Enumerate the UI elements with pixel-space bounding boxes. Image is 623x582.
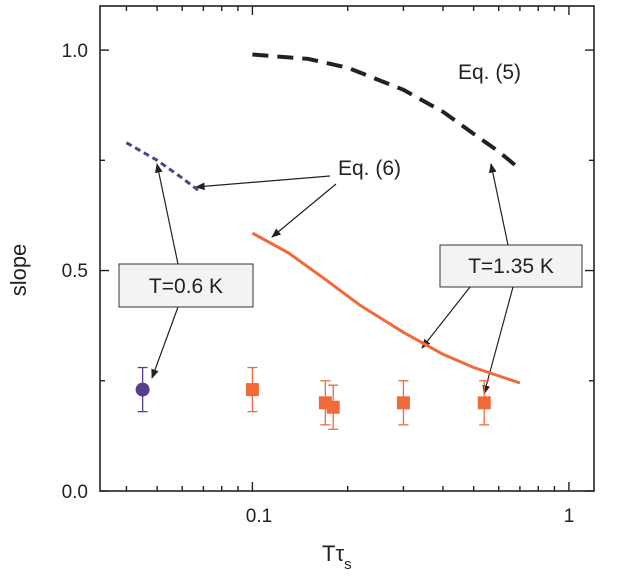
annotation-t06: T=0.6 K bbox=[149, 275, 223, 298]
x-axis-title-t: T bbox=[322, 541, 335, 566]
arrow-eq6-to-purple bbox=[195, 175, 331, 191]
data-point-square bbox=[245, 383, 259, 397]
annotation-eq6: Eq. (6) bbox=[338, 157, 401, 180]
arrow-t135-to-dashed bbox=[489, 163, 509, 246]
series-line-1 bbox=[125, 141, 201, 193]
x-tick-label-1: 1 bbox=[564, 506, 575, 527]
arrow-t06-to-circle bbox=[151, 306, 179, 379]
annotation-box-t06 bbox=[118, 263, 254, 308]
axis-ticks bbox=[100, 6, 594, 492]
data-points bbox=[135, 366, 491, 430]
arrow-t135-to-square bbox=[482, 286, 514, 395]
y-tick-label-0: 0.0 bbox=[62, 482, 88, 503]
annotation-box-t135 bbox=[439, 244, 583, 288]
series-line-2 bbox=[251, 231, 521, 385]
arrow-t135-to-orange-line bbox=[421, 286, 471, 349]
data-point-circle bbox=[135, 382, 150, 397]
x-axis-title-tau: τ bbox=[335, 541, 344, 566]
data-point-square bbox=[477, 396, 491, 410]
annotation-arrows bbox=[151, 163, 514, 395]
x-axis-title: Tτs bbox=[322, 541, 352, 573]
annotation-eq5: Eq. (5) bbox=[458, 61, 521, 84]
x-tick-label-0: 0.1 bbox=[246, 506, 272, 527]
x-axis-title-sub: s bbox=[344, 556, 352, 573]
data-point-square bbox=[326, 400, 340, 414]
curves bbox=[125, 52, 522, 385]
annotation-t135: T=1.35 K bbox=[468, 255, 554, 278]
arrow-eq6-to-orange bbox=[271, 183, 337, 238]
arrow-t06-to-purple-line bbox=[155, 163, 179, 265]
data-point-square bbox=[396, 396, 410, 410]
y-tick-label-1: 0.5 bbox=[62, 261, 88, 282]
y-axis-title: slope bbox=[6, 244, 31, 297]
series-line-0 bbox=[252, 52, 522, 171]
y-tick-label-2: 1.0 bbox=[62, 41, 88, 62]
